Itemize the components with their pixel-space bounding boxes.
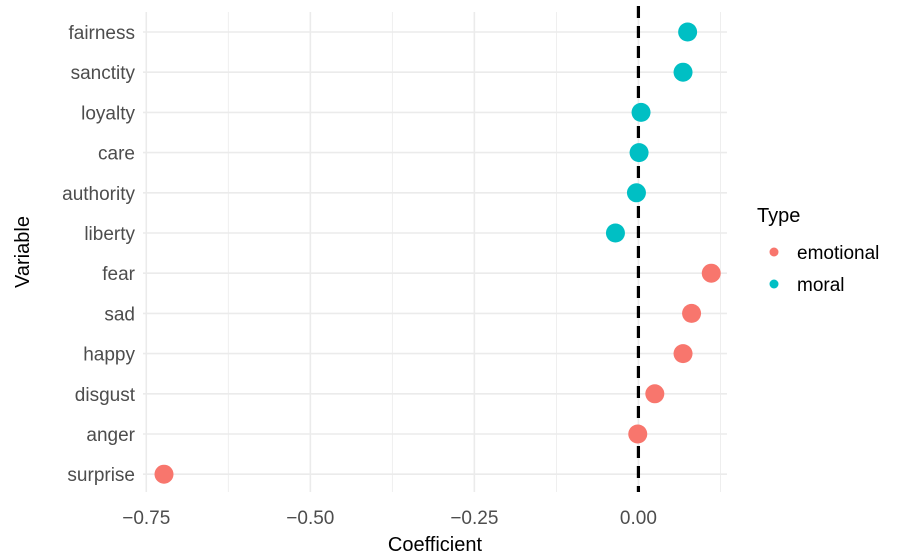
x-tick-labels: −0.75 −0.50 −0.25 0.00 xyxy=(122,508,657,529)
y-tick-label: sanctity xyxy=(71,63,136,84)
point-surprise xyxy=(154,464,174,484)
points xyxy=(154,22,721,484)
legend-title: Type xyxy=(757,205,800,227)
point-sad xyxy=(682,303,702,323)
y-tick-label: care xyxy=(98,144,135,165)
y-tick-label: authority xyxy=(62,184,135,205)
x-tick-label: 0.00 xyxy=(620,508,657,529)
x-tick-label: −0.75 xyxy=(122,508,170,529)
point-liberty xyxy=(605,223,625,243)
x-tick-label: −0.50 xyxy=(286,508,334,529)
point-fairness xyxy=(678,22,698,42)
y-tick-label: fear xyxy=(102,264,135,285)
y-tick-label: sad xyxy=(104,304,135,325)
legend-label-emotional: emotional xyxy=(797,243,879,264)
legend-label-moral: moral xyxy=(797,275,845,296)
y-tick-label: liberty xyxy=(84,224,135,245)
point-authority xyxy=(626,183,646,203)
point-sanctity xyxy=(673,62,693,82)
y-tick-label: surprise xyxy=(67,465,135,486)
point-fear xyxy=(701,263,721,283)
legend: Type emotional moral xyxy=(757,205,879,296)
point-anger xyxy=(628,424,648,444)
x-tick-label: −0.25 xyxy=(450,508,498,529)
y-tick-label: disgust xyxy=(75,385,136,406)
y-tick-label: happy xyxy=(83,345,135,366)
x-axis-title: Coefficient xyxy=(388,534,483,556)
y-tick-label: loyalty xyxy=(81,103,135,124)
point-happy xyxy=(673,344,693,364)
legend-key-moral xyxy=(769,279,779,289)
point-loyalty xyxy=(631,102,651,122)
legend-entries: emotional moral xyxy=(769,243,879,296)
point-care xyxy=(629,143,649,163)
legend-key-emotional xyxy=(769,247,779,257)
y-tick-label: anger xyxy=(86,425,135,446)
y-tick-labels: fairness sanctity loyalty care authority libe… xyxy=(62,23,136,486)
point-disgust xyxy=(645,384,665,404)
y-tick-label: fairness xyxy=(68,23,135,44)
y-axis-title: Variable xyxy=(12,216,34,288)
